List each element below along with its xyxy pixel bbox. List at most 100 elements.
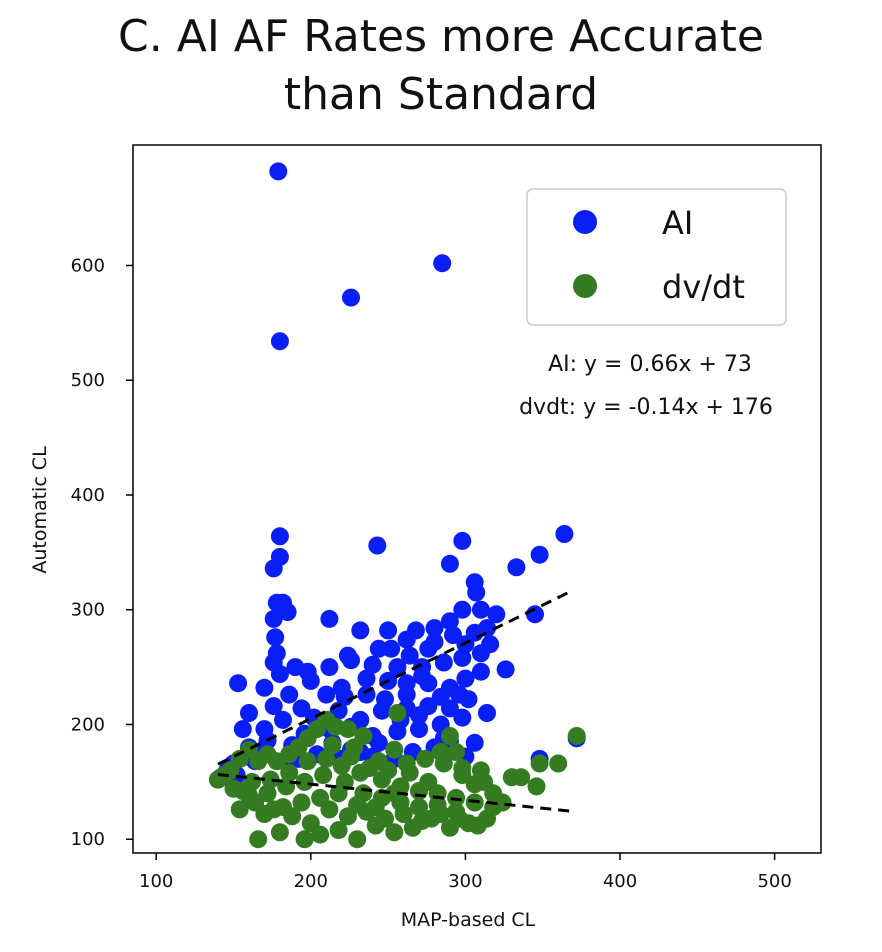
point-dvdt-68 — [311, 825, 330, 844]
point-dvdt-91 — [317, 749, 336, 768]
point-ai-17 — [278, 603, 297, 621]
point-ai-54 — [292, 699, 311, 718]
y-tick-label-100: 100 — [71, 829, 105, 850]
point-dvdt-106 — [366, 798, 385, 817]
plot-frame — [132, 144, 822, 854]
y-axis: 100 200 300 400 500 600 — [71, 255, 133, 850]
point-ai-43 — [481, 635, 500, 654]
legend: AI dv/dt — [526, 188, 787, 326]
point-dvdt-70 — [348, 830, 367, 849]
point-ai-69 — [274, 710, 292, 729]
point-dvdt-80 — [360, 759, 379, 778]
point-dvdt-16 — [385, 740, 404, 759]
point-ai-19 — [453, 600, 472, 619]
point-ai-113 — [400, 646, 419, 665]
fit-line-dvdt — [217, 773, 574, 813]
point-ai-32 — [270, 665, 289, 683]
y-tick-label-500: 500 — [71, 370, 105, 391]
point-ai-16 — [467, 583, 486, 602]
point-ai-78 — [478, 704, 496, 722]
point-ai-62 — [456, 669, 475, 688]
point-dvdt-98 — [447, 802, 466, 821]
point-ai-1 — [433, 254, 452, 273]
point-dvdt-3 — [527, 777, 546, 796]
x-axis: 100 200 300 400 500 — [139, 853, 792, 892]
point-ai-81 — [410, 720, 428, 739]
point-ai-115 — [444, 626, 462, 644]
point-dvdt-79 — [342, 747, 360, 766]
chart-title: C. AI AF Rates more Accurate than Standa… — [0, 8, 882, 124]
point-dvdt-72 — [385, 823, 404, 842]
point-dvdt-101 — [274, 798, 292, 817]
point-dvdt-67 — [295, 830, 314, 849]
point-ai-50 — [301, 671, 320, 690]
point-ai-3 — [270, 332, 289, 351]
point-ai-65 — [229, 674, 248, 693]
annotation-dvdt-equation: dvdt: y = -0.14x + 176 — [519, 395, 773, 420]
point-ai-117 — [478, 619, 496, 638]
legend-label-dvdt: dv/dt — [662, 268, 745, 306]
point-dvdt-82 — [397, 754, 416, 773]
point-ai-44 — [397, 630, 416, 649]
fit-lines — [217, 588, 575, 813]
point-dvdt-88 — [261, 770, 280, 789]
point-dvdt-103 — [233, 782, 252, 800]
point-ai-108 — [376, 690, 394, 709]
point-dvdt-5 — [502, 768, 521, 787]
point-ai-55 — [317, 685, 336, 704]
point-ai-40 — [434, 653, 453, 672]
point-dvdt-85 — [453, 766, 472, 784]
point-ai-8 — [368, 536, 387, 555]
y-tick-label-300: 300 — [71, 600, 105, 621]
point-ai-49 — [338, 646, 357, 665]
point-ai-51 — [280, 685, 299, 704]
point-ai-37 — [363, 655, 382, 674]
point-dvdt-102 — [255, 805, 274, 823]
point-dvdt-73 — [403, 818, 422, 837]
point-ai-21 — [526, 605, 544, 624]
point-ai-0 — [269, 162, 288, 181]
point-ai-112 — [450, 685, 469, 704]
point-dvdt-0 — [567, 727, 586, 745]
point-ai-128 — [410, 706, 428, 725]
point-dvdt-77 — [478, 809, 496, 828]
point-ai-66 — [240, 704, 258, 722]
point-dvdt-81 — [379, 761, 398, 780]
point-ai-79 — [453, 708, 472, 727]
point-dvdt-9 — [465, 775, 484, 794]
x-tick-label-400: 400 — [603, 871, 637, 892]
point-dvdt-1 — [549, 754, 568, 773]
point-ai-26 — [379, 621, 398, 640]
point-ai-107 — [357, 669, 376, 688]
chart-title-line-1: C. AI AF Rates more Accurate — [118, 11, 764, 62]
point-ai-4 — [555, 525, 574, 543]
point-ai-63 — [471, 662, 490, 681]
point-dvdt-96 — [410, 798, 428, 817]
point-dvdt-90 — [298, 752, 317, 771]
point-ai-67 — [233, 720, 252, 739]
point-dvdt-78 — [323, 736, 342, 755]
point-ai-41 — [453, 648, 472, 667]
point-ai-64 — [496, 660, 515, 679]
point-ai-110 — [413, 667, 432, 686]
point-ai-20 — [487, 605, 506, 624]
y-tick-label-400: 400 — [71, 485, 105, 506]
point-dvdt-99 — [311, 788, 330, 807]
point-dvdt-105 — [348, 795, 367, 814]
legend-marker-dvdt — [573, 274, 597, 298]
x-axis-label: MAP-based CL — [401, 909, 536, 931]
x-tick-label-300: 300 — [448, 871, 482, 892]
point-ai-2 — [342, 288, 360, 307]
point-dvdt-71 — [366, 816, 385, 835]
x-tick-label-100: 100 — [139, 871, 173, 892]
point-dvdt-107 — [385, 784, 404, 803]
points-layer — [209, 162, 586, 849]
y-axis-label: Automatic CL — [29, 446, 51, 574]
point-dvdt-65 — [249, 830, 268, 849]
point-dvdt-84 — [434, 754, 453, 773]
point-dvdt-97 — [428, 795, 447, 814]
point-dvdt-64 — [230, 800, 249, 819]
point-ai-5 — [270, 527, 289, 546]
point-ai-12 — [507, 558, 526, 577]
point-dvdt-38 — [258, 784, 277, 803]
